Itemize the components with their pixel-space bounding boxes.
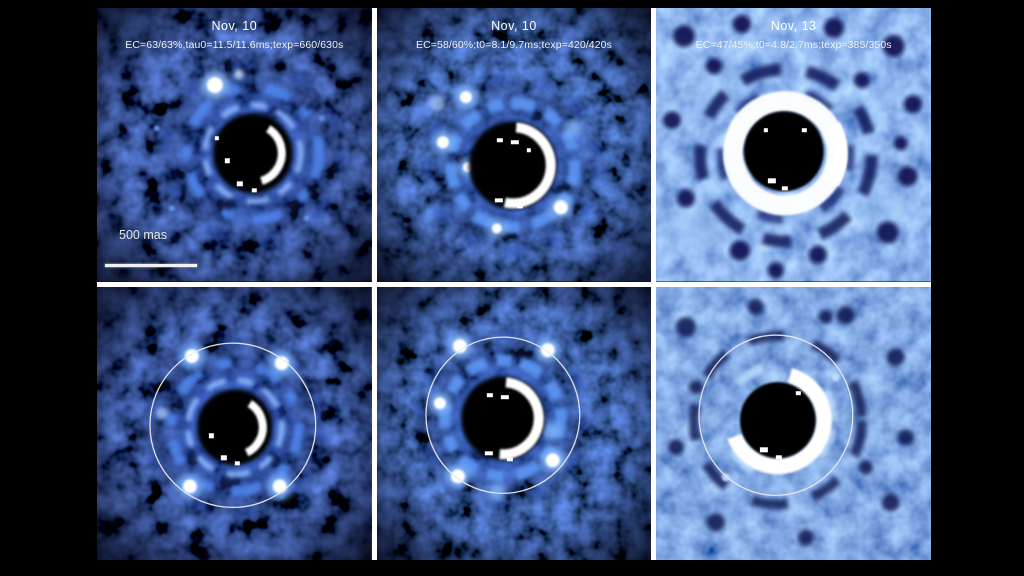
panel-top-middle: Nov, 10 EC=58/60%;t0=8.1/9.7ms;texp=420/…	[376, 8, 652, 282]
panel-image-bottom-right	[656, 286, 931, 560]
panel-image-bottom-left	[97, 286, 372, 560]
panel-top-right: Nov, 13 EC=47/45%;t0=4.8/2.7ms;texp=385/…	[656, 8, 931, 282]
mask-circle-overlay	[698, 333, 854, 496]
panel-params: EC=47/45%;t0=4.8/2.7ms;texp=385/350s	[695, 39, 892, 51]
panel-bottom-right	[656, 286, 931, 560]
panel-image-top-right	[656, 8, 931, 282]
panel-date: Nov, 10	[491, 19, 537, 33]
panel-bottom-left	[97, 286, 372, 560]
dark-blobs	[668, 298, 915, 545]
scale-bar-label: 500 mas	[119, 228, 167, 242]
panel-bottom-middle	[376, 286, 652, 560]
panel-image-top-middle	[376, 8, 652, 282]
dark-blobs	[663, 15, 922, 279]
figure-grid: Nov, 10 EC=63/63%,tau0=11.5/11.6ms;texp=…	[97, 8, 931, 560]
panel-date: Nov, 13	[770, 19, 817, 33]
panel-date: Nov, 10	[211, 19, 258, 33]
panel-image-bottom-middle	[376, 286, 652, 560]
panel-top-left: Nov, 10 EC=63/63%,tau0=11.5/11.6ms;texp=…	[97, 8, 372, 282]
scale-bar	[105, 264, 197, 267]
panel-params: EC=58/60%;t0=8.1/9.7ms;texp=420/420s	[416, 39, 612, 51]
panel-image-top-left	[97, 8, 372, 282]
panel-params: EC=63/63%,tau0=11.5/11.6ms;texp=660/630s	[125, 39, 344, 51]
